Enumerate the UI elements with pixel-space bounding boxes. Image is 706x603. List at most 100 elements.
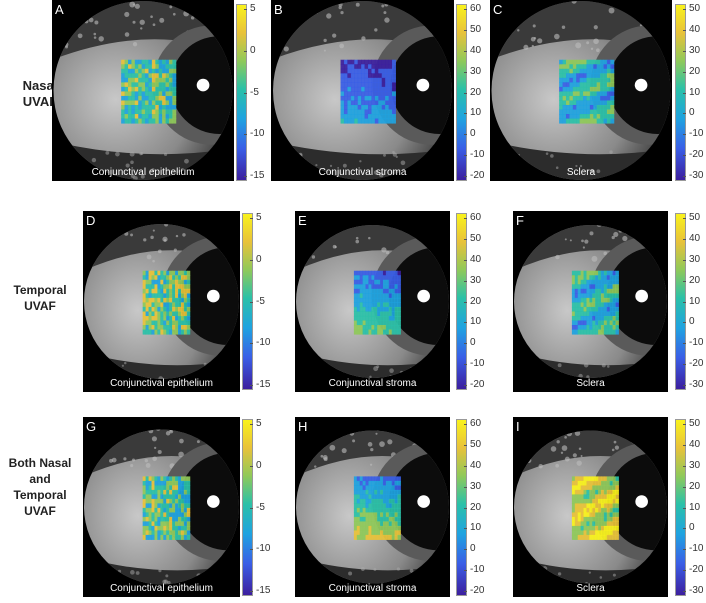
colorbar-tick-mark <box>464 301 467 303</box>
overlay-cell <box>365 302 369 308</box>
overlay-cell <box>148 109 153 115</box>
overlay-cell <box>595 320 599 326</box>
overlay-cell <box>154 494 158 500</box>
overlay-cell <box>158 86 163 92</box>
overlay-cell <box>388 521 393 527</box>
eyelash-highlight <box>148 429 154 434</box>
overlay-cell <box>377 288 381 294</box>
overlay-cell <box>180 476 185 482</box>
eyelash-highlight <box>375 432 378 435</box>
overlay-cell <box>592 525 596 531</box>
overlay-cell <box>606 494 611 500</box>
overlay-cell <box>595 288 599 294</box>
overlay-cell <box>610 86 615 92</box>
lower-lash-highlight <box>112 373 115 376</box>
overlay-cell <box>357 77 362 83</box>
overlay-cell <box>394 293 398 299</box>
overlay-cell <box>371 534 375 540</box>
overlay-cell <box>565 73 570 79</box>
overlay-cell <box>359 489 364 495</box>
overlay-cell <box>586 270 590 276</box>
overlay-cell <box>571 320 576 326</box>
overlay-cell <box>367 118 372 124</box>
overlay-cell <box>577 293 582 299</box>
overlay-cell <box>151 275 155 281</box>
overlay-cell <box>169 270 173 276</box>
overlay-cell <box>168 59 173 65</box>
overlay-cell <box>579 77 584 83</box>
eyelash-highlight <box>157 249 162 254</box>
overlay-cell <box>359 306 364 312</box>
eyelash-highlight <box>183 10 190 17</box>
overlay-cell <box>385 288 390 294</box>
overlay-cell <box>374 480 378 486</box>
overlay-cell <box>177 503 182 509</box>
lower-lash-highlight <box>556 578 561 583</box>
overlay-cell <box>142 498 147 504</box>
eyelash-highlight <box>364 211 368 213</box>
overlay-cell <box>356 534 361 540</box>
overlay-cell <box>378 104 383 111</box>
overlay-cell <box>580 279 585 285</box>
overlay-cell <box>154 284 158 290</box>
overlay-cell <box>368 512 372 518</box>
lower-lash-highlight <box>162 579 167 584</box>
eyelash-highlight <box>116 214 122 220</box>
overlay-cell <box>571 476 576 482</box>
overlay-cell <box>394 284 398 290</box>
overlay-cell <box>169 498 173 504</box>
overlay-cell <box>394 534 398 540</box>
overlay-cell <box>580 485 585 491</box>
overlay-cell <box>154 320 158 326</box>
overlay-cell <box>154 302 158 308</box>
overlay-cell <box>180 516 185 522</box>
overlay-cell <box>615 311 619 317</box>
overlay-cell <box>186 512 191 518</box>
overlay-cell <box>589 503 593 509</box>
overlay-cell <box>155 73 160 79</box>
overlay-cell <box>367 77 372 83</box>
overlay-cell <box>595 284 599 290</box>
overlay-cell <box>385 284 390 290</box>
eyelash-highlight <box>379 441 385 447</box>
overlay-cell <box>612 521 616 527</box>
overlay-cell <box>172 530 176 536</box>
overlay-cell <box>574 315 579 322</box>
eyelash-highlight <box>526 457 532 464</box>
overlay-cell <box>382 530 387 536</box>
eyelash-highlight <box>602 215 605 218</box>
overlay-cell <box>592 521 596 527</box>
lower-lash-highlight <box>139 152 143 156</box>
overlay-cell <box>359 297 364 303</box>
overlay-cell <box>145 114 149 120</box>
overlay-cell <box>397 534 401 540</box>
eyelash-highlight <box>584 239 589 244</box>
eyelash-highlight <box>144 458 149 463</box>
eyelash-highlight <box>164 224 169 227</box>
overlay-cell <box>172 297 176 303</box>
overlay-cell <box>600 95 605 101</box>
overlay-cell <box>600 480 605 486</box>
overlay-cell <box>177 498 182 504</box>
overlay-cell <box>131 100 136 106</box>
overlay-cell <box>154 512 158 518</box>
overlay-cell <box>368 507 372 513</box>
overlay-cell <box>166 288 170 294</box>
overlay-cell <box>371 64 376 70</box>
overlay-cell <box>145 77 149 83</box>
eyelash-highlight <box>436 212 440 216</box>
overlay-cell <box>381 104 386 111</box>
lower-lash-highlight <box>196 573 202 579</box>
eyelash-highlight <box>164 419 169 424</box>
overlay-cell <box>595 302 599 308</box>
overlay-cell <box>356 485 361 491</box>
colorbar-tick-mark <box>244 9 247 10</box>
overlay-cell <box>172 114 177 120</box>
overlay-cell <box>586 507 590 513</box>
overlay-cell <box>364 114 369 120</box>
overlay-cell <box>609 297 614 303</box>
overlay-cell <box>359 503 364 509</box>
overlay-cell <box>598 275 602 281</box>
overlay-cell <box>175 521 179 527</box>
overlay-cell <box>589 498 593 504</box>
